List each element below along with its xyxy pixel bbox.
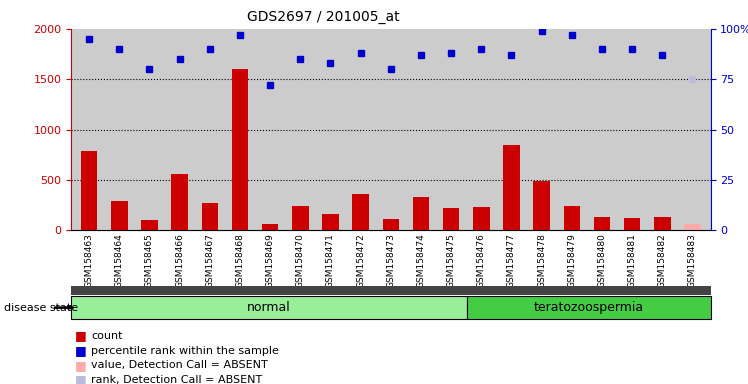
Text: ■: ■ <box>75 373 87 384</box>
Bar <box>443 208 459 230</box>
Bar <box>413 197 429 230</box>
Bar <box>503 145 520 230</box>
Text: count: count <box>91 331 123 341</box>
Text: GSM158477: GSM158477 <box>507 233 516 288</box>
Text: GSM158476: GSM158476 <box>476 233 486 288</box>
Bar <box>171 174 188 230</box>
Text: GDS2697 / 201005_at: GDS2697 / 201005_at <box>247 10 399 23</box>
Text: teratozoospermia: teratozoospermia <box>534 301 644 314</box>
Text: value, Detection Call = ABSENT: value, Detection Call = ABSENT <box>91 360 268 370</box>
Text: GSM158474: GSM158474 <box>417 233 426 288</box>
Bar <box>141 220 158 230</box>
Text: GSM158472: GSM158472 <box>356 233 365 288</box>
Text: GSM158470: GSM158470 <box>295 233 305 288</box>
Text: GSM158465: GSM158465 <box>145 233 154 288</box>
Bar <box>533 180 550 230</box>
Text: normal: normal <box>247 301 291 314</box>
Text: GSM158482: GSM158482 <box>657 233 666 288</box>
Text: GSM158473: GSM158473 <box>386 233 396 288</box>
Bar <box>81 151 97 230</box>
Bar <box>232 69 248 230</box>
Text: rank, Detection Call = ABSENT: rank, Detection Call = ABSENT <box>91 375 263 384</box>
Bar <box>201 203 218 230</box>
Bar <box>594 217 610 230</box>
Text: GSM158463: GSM158463 <box>85 233 94 288</box>
Text: GSM158480: GSM158480 <box>598 233 607 288</box>
Bar <box>262 224 278 230</box>
Text: GSM158475: GSM158475 <box>447 233 456 288</box>
Text: GSM158471: GSM158471 <box>326 233 335 288</box>
Text: disease state: disease state <box>4 303 78 313</box>
Text: ■: ■ <box>75 344 87 357</box>
Bar <box>382 219 399 230</box>
Bar <box>624 218 640 230</box>
Bar <box>352 194 369 230</box>
Text: GSM158478: GSM158478 <box>537 233 546 288</box>
Text: GSM158466: GSM158466 <box>175 233 184 288</box>
Text: GSM158469: GSM158469 <box>266 233 275 288</box>
Text: GSM158464: GSM158464 <box>115 233 124 288</box>
Text: GSM158479: GSM158479 <box>567 233 576 288</box>
Text: GSM158468: GSM158468 <box>236 233 245 288</box>
Bar <box>684 224 701 230</box>
Bar <box>473 207 490 230</box>
Text: GSM158483: GSM158483 <box>688 233 697 288</box>
Bar <box>654 217 671 230</box>
Text: percentile rank within the sample: percentile rank within the sample <box>91 346 279 356</box>
Text: ■: ■ <box>75 329 87 343</box>
Text: ■: ■ <box>75 359 87 372</box>
Bar <box>111 201 128 230</box>
Text: GSM158467: GSM158467 <box>206 233 215 288</box>
Bar <box>322 214 339 230</box>
Bar <box>563 206 580 230</box>
Bar <box>292 206 309 230</box>
Text: GSM158481: GSM158481 <box>628 233 637 288</box>
